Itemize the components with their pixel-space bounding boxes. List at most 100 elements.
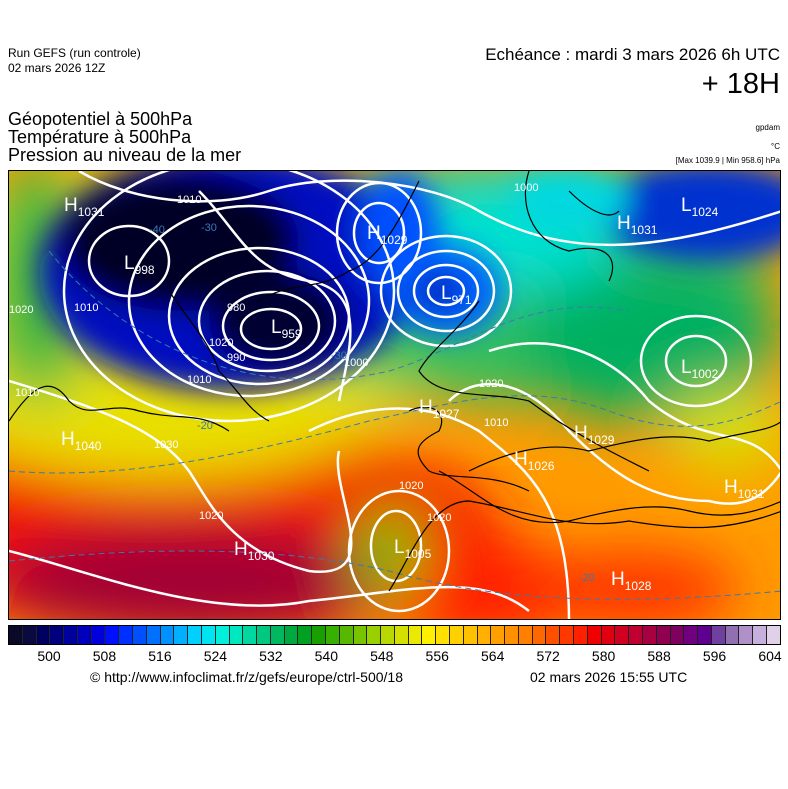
colorbar-cell [9,626,23,644]
colorbar-cell [312,626,326,644]
colorbar-cell [518,626,533,644]
generation-date: 02 mars 2026 15:55 UTC [530,669,688,685]
colorbar-cell [642,626,657,644]
colorbar-tick-label: 588 [647,648,671,664]
map-panel: H1031 L998 L959 H1029 L971 H1031 L1024 L1002 H10… [8,170,781,620]
forecast-valid-time: Echéance : mardi 3 mars 2026 6h UTC [485,45,780,64]
isobar-label: 980 [227,302,245,314]
high-pressure-center: H1026 [514,449,555,473]
colorbar-cell [229,626,244,644]
high-pressure-center: H1031 [724,477,765,501]
colorbar-cell [408,626,423,644]
colorbar-cell [50,626,65,644]
field-titles: Géopotentiel à 500hPa Température à 500h… [8,110,241,164]
colorbar-cell [119,626,134,644]
colorbar-cell [463,626,478,644]
isobar-label: 1030 [154,439,178,451]
map-svg: H1031 L998 L959 H1029 L971 H1031 L1024 L1002 H10… [9,171,780,619]
colorbar-cell [546,626,561,644]
isobar-labels: 1010 1020 1010 1000 980 990 1010 1000 1020 1030 10… [9,182,595,584]
colorbar-cell [201,626,216,644]
colorbar-cell [629,626,643,644]
colorbar-tick-label: 580 [591,648,616,664]
isobar-label: 1020 [479,378,503,390]
coastlines [9,171,780,592]
lead-time: + 18H [701,68,780,100]
colorbar-tick-label: 532 [259,648,283,664]
high-pressure-center: H1040 [61,429,102,453]
colorbar-cell [339,626,354,644]
low-pressure-center: L959 [271,317,302,341]
colorbar-cell [477,626,492,644]
colorbar-tick-label: 556 [425,648,449,664]
colorbar-cell [670,626,685,644]
isotherm-label: -20 [579,572,595,584]
unit-pressure-range: [Max 1039.9 | Min 958.6] hPa [675,156,780,165]
isobar-label: 1010 [177,194,201,206]
colorbar-cell [739,626,754,644]
colorbar-cell [766,626,780,644]
isobar-label: 1020 [209,337,233,349]
high-pressure-center: H1027 [419,397,460,421]
unit-gpdam: gpdam [755,123,780,132]
field-pressure: Pression au niveau de la mer [8,145,242,165]
run-info: Run GEFS (run controle) 02 mars 2026 12Z [8,46,141,76]
high-pressure-center: H1031 [64,195,105,219]
high-pressure-center: H1028 [611,569,652,593]
isotherm-label: -40 [149,224,165,236]
isobar-label: 1010 [15,387,39,399]
isobar-label: 990 [227,352,245,364]
pressure-centers: H1031 L998 L959 H1029 L971 H1031 L1024 L1002 H10… [61,195,765,593]
colorbar-cell [698,626,712,644]
low-pressure-center: L1024 [681,195,719,219]
colorbar-tick-label: 540 [314,648,338,664]
colorbar-cell [684,626,699,644]
isobar-label: 1010 [74,302,98,314]
isotherm-label: -20 [197,420,213,432]
colorbar-tick-label: 508 [92,648,117,664]
isobars [9,171,780,619]
colorbar-cell [615,626,630,644]
run-date: 02 mars 2026 12Z [8,61,106,75]
colorbar-cell [753,626,767,644]
colorbar-cell [64,626,78,644]
colorbar-cell [215,626,230,644]
colorbar-cell [491,626,506,644]
isobar-label: 1020 [199,510,223,522]
colorbar-cell [22,626,37,644]
colorbar-cell [394,626,409,644]
isotherms [9,250,780,600]
colorbar [8,625,781,645]
colorbar-cell [532,626,547,644]
colorbar-cell [257,626,271,644]
isobar-label: 1000 [344,357,368,369]
colorbar-cell [105,626,120,644]
colorbar-cell [298,626,313,644]
colorbar-tick-label: 572 [536,648,560,664]
isobar-label: 1010 [484,417,508,429]
isobar-label: 1020 [427,512,451,524]
colorbar-tick-label: 604 [758,648,782,664]
colorbar-cell [436,626,450,644]
colorbar-tick-label: 548 [370,648,394,664]
isotherm-label: -30 [201,222,217,234]
colorbar-cell [188,626,202,644]
colorbar-cell [146,626,161,644]
source-url: © http://www.infoclimat.fr/z/gefs/europe… [90,669,404,685]
colorbar-cell [601,626,616,644]
field-geopotential: Géopotentiel à 500hPa [8,109,193,129]
isotherm-label: -30 [331,350,347,362]
colorbar-tick-label: 564 [481,648,505,664]
high-pressure-center: H1029 [574,423,615,447]
field-temperature: Température à 500hPa [8,127,192,147]
isobar-label: 1010 [187,374,211,386]
isobar-label: 1020 [9,304,33,316]
colorbar-cell [77,626,92,644]
colorbar-cell [243,626,258,644]
colorbar-cell [133,626,147,644]
isobar-label: 1020 [399,480,423,492]
colorbar-cell [353,626,368,644]
low-pressure-center: L1002 [681,357,719,381]
high-pressure-center: H1031 [617,213,658,237]
